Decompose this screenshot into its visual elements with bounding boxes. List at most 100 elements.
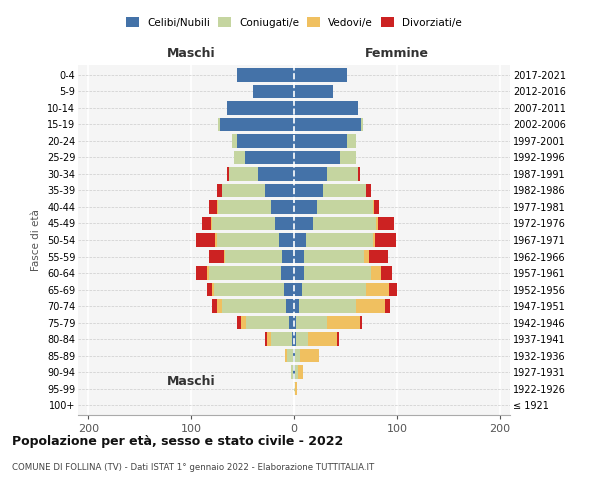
Bar: [214, 283, 284, 296]
Bar: [284, 283, 294, 296]
Bar: [202, 216, 211, 230]
Text: Maschi: Maschi: [167, 375, 215, 388]
Bar: [241, 316, 245, 330]
Bar: [258, 167, 294, 180]
Bar: [366, 184, 371, 197]
Bar: [265, 184, 294, 197]
Bar: [222, 184, 265, 197]
Bar: [294, 366, 295, 379]
Bar: [271, 200, 294, 214]
Bar: [304, 266, 371, 280]
Text: Popolazione per età, sesso e stato civile - 2022: Popolazione per età, sesso e stato civil…: [12, 435, 343, 448]
Bar: [337, 332, 339, 346]
Bar: [294, 349, 295, 362]
Bar: [294, 300, 299, 313]
Bar: [294, 332, 296, 346]
Bar: [238, 316, 241, 330]
Bar: [323, 184, 366, 197]
Bar: [215, 233, 217, 247]
Bar: [294, 134, 347, 147]
Bar: [224, 250, 225, 264]
Bar: [294, 150, 340, 164]
Bar: [295, 366, 298, 379]
Bar: [294, 167, 327, 180]
Bar: [294, 118, 361, 131]
Bar: [389, 283, 397, 296]
Bar: [327, 316, 360, 330]
Bar: [267, 332, 271, 346]
Bar: [206, 266, 209, 280]
Bar: [212, 300, 217, 313]
Bar: [382, 266, 392, 280]
Bar: [327, 167, 358, 180]
Bar: [217, 300, 222, 313]
Bar: [238, 68, 294, 82]
Bar: [295, 349, 300, 362]
Bar: [308, 332, 337, 346]
Bar: [212, 216, 275, 230]
Bar: [360, 316, 362, 330]
Bar: [286, 300, 294, 313]
Bar: [196, 266, 206, 280]
Bar: [304, 250, 364, 264]
Bar: [235, 150, 245, 164]
Bar: [218, 200, 271, 214]
Bar: [300, 349, 319, 362]
Bar: [291, 366, 293, 379]
Bar: [358, 167, 360, 180]
Bar: [299, 300, 356, 313]
Bar: [294, 84, 333, 98]
Bar: [229, 167, 258, 180]
Bar: [271, 332, 292, 346]
Bar: [278, 233, 294, 247]
Bar: [373, 200, 374, 214]
Bar: [302, 283, 366, 296]
Bar: [217, 184, 222, 197]
Bar: [294, 216, 313, 230]
Bar: [361, 118, 363, 131]
Bar: [209, 250, 224, 264]
Bar: [379, 216, 394, 230]
Bar: [369, 250, 388, 264]
Bar: [232, 134, 238, 147]
Bar: [209, 200, 217, 214]
Legend: Celibi/Nubili, Coniugati/e, Vedovi/e, Divorziati/e: Celibi/Nubili, Coniugati/e, Vedovi/e, Di…: [123, 14, 465, 30]
Bar: [296, 316, 327, 330]
Bar: [293, 366, 294, 379]
Text: Maschi: Maschi: [167, 47, 215, 60]
Bar: [217, 233, 278, 247]
Bar: [227, 167, 229, 180]
Bar: [366, 283, 389, 296]
Bar: [227, 101, 294, 114]
Bar: [281, 266, 294, 280]
Bar: [373, 233, 375, 247]
Bar: [245, 150, 294, 164]
Bar: [371, 266, 382, 280]
Bar: [285, 349, 287, 362]
Bar: [222, 300, 286, 313]
Bar: [211, 216, 212, 230]
Bar: [245, 316, 289, 330]
Bar: [376, 216, 379, 230]
Bar: [275, 216, 294, 230]
Text: Femmine: Femmine: [365, 47, 429, 60]
Bar: [294, 233, 307, 247]
Bar: [298, 366, 303, 379]
Bar: [364, 250, 369, 264]
Bar: [212, 283, 214, 296]
Bar: [317, 200, 373, 214]
Bar: [209, 266, 281, 280]
Bar: [294, 266, 304, 280]
Bar: [225, 250, 281, 264]
Bar: [294, 200, 317, 214]
Bar: [340, 150, 356, 164]
Bar: [196, 233, 215, 247]
Bar: [296, 332, 308, 346]
Bar: [238, 134, 294, 147]
Bar: [375, 233, 396, 247]
Bar: [292, 332, 294, 346]
Bar: [313, 216, 376, 230]
Bar: [294, 316, 296, 330]
Bar: [295, 382, 297, 396]
Bar: [374, 200, 379, 214]
